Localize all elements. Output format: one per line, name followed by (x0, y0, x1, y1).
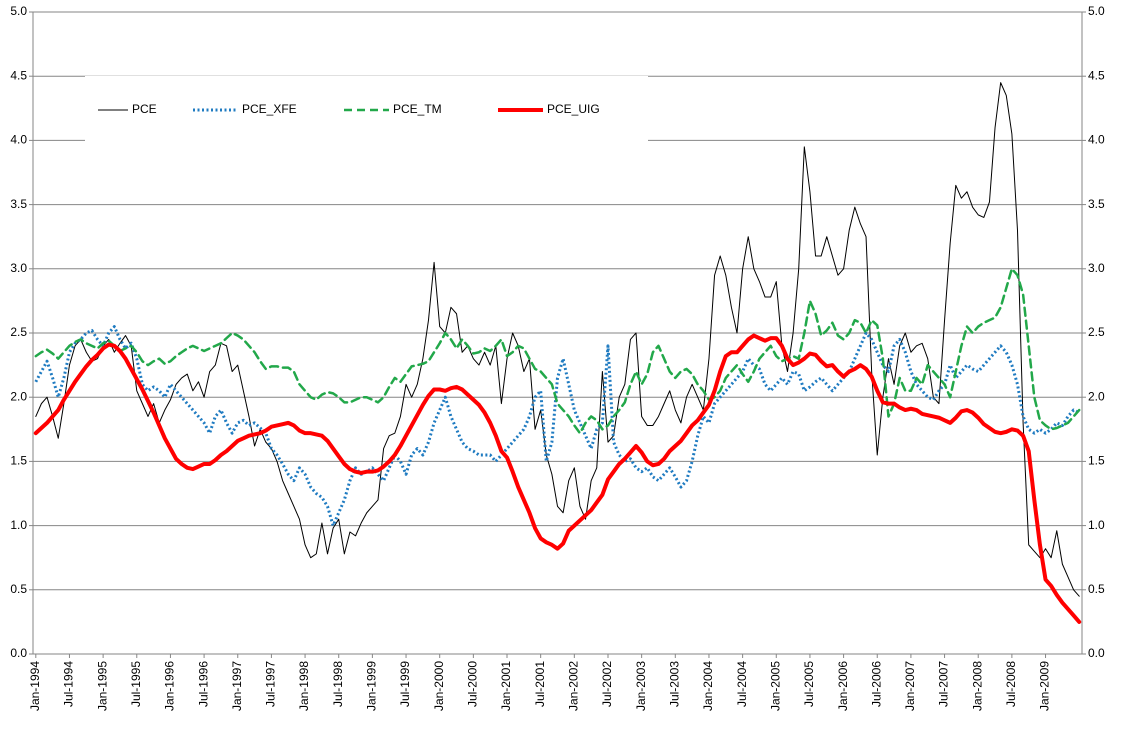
x-tick-label: Jan-2002 (567, 661, 581, 711)
series-line (35, 82, 1080, 597)
x-tick-label: Jan-1995 (95, 661, 109, 711)
series-line (33, 333, 1082, 624)
legend (85, 76, 648, 146)
y2-tick-label: 4.5 (1088, 68, 1105, 82)
y-tick-label: 3.5 (10, 197, 27, 211)
x-tick-label: Jul-2004 (735, 661, 749, 707)
x-tick-label: Jul-1994 (62, 661, 76, 707)
y-tick-label: 0.0 (10, 646, 27, 660)
y-tick-label: 3.0 (10, 261, 27, 275)
x-tick-label: Jan-2003 (634, 661, 648, 711)
y2-tick-label: 1.0 (1088, 518, 1105, 532)
x-tick-label: Jan-2004 (701, 661, 715, 711)
x-tick-label: Jan-1999 (365, 661, 379, 711)
x-tick-label: Jul-1996 (196, 661, 210, 707)
x-tick-label: Jan-2005 (768, 661, 782, 711)
x-tick-label: Jul-2003 (667, 661, 681, 707)
y2-tick-label: 3.5 (1088, 197, 1105, 211)
x-tick-label: Jan-2007 (903, 661, 917, 711)
y-tick-label: 4.0 (10, 133, 27, 147)
x-tick-label: Jul-2007 (937, 661, 951, 707)
y2-tick-label: 0.5 (1088, 582, 1105, 596)
y-tick-label: 5.0 (10, 4, 27, 18)
y2-tick-label: 5.0 (1088, 4, 1105, 18)
x-tick-label: Jul-2008 (1004, 661, 1018, 707)
x-tick-label: Jan-2001 (499, 661, 513, 711)
series-line (34, 267, 1081, 435)
legend-label: PCE_XFE (242, 102, 297, 116)
y-tick-label: 2.0 (10, 389, 27, 403)
y-tick-label: 2.5 (10, 325, 27, 339)
x-tick-label: Jan-1996 (163, 661, 177, 711)
legend-label: PCE_UIG (547, 102, 600, 116)
x-tick-label: Jul-1997 (264, 661, 278, 707)
x-tick-label: Jan-1998 (297, 661, 311, 711)
x-tick-label: Jan-2006 (836, 661, 850, 711)
legend-label: PCE_TM (393, 102, 442, 116)
y2-tick-label: 3.0 (1088, 261, 1105, 275)
x-tick-label: Jul-2005 (802, 661, 816, 707)
x-tick-label: Jan-2009 (1038, 661, 1052, 711)
x-tick-label: Jul-1999 (398, 661, 412, 707)
x-tick-label: Jul-2000 (466, 661, 480, 707)
y2-tick-label: 2.0 (1088, 389, 1105, 403)
y2-tick-label: 4.0 (1088, 133, 1105, 147)
x-tick-label: Jul-2001 (533, 661, 547, 707)
y-tick-label: 1.0 (10, 518, 27, 532)
x-tick-label: Jul-2002 (600, 661, 614, 707)
y-tick-label: 4.5 (10, 68, 27, 82)
y2-tick-label: 0.0 (1088, 646, 1105, 660)
x-tick-label: Jul-1995 (129, 661, 143, 707)
x-tick-label: Jan-2008 (970, 661, 984, 711)
x-tick-label: Jan-1997 (230, 661, 244, 711)
legend-label: PCE (132, 102, 157, 116)
x-tick-label: Jan-2000 (432, 661, 446, 711)
y2-tick-label: 1.5 (1088, 454, 1105, 468)
x-tick-label: Jul-2006 (869, 661, 883, 707)
x-tick-label: Jul-1998 (331, 661, 345, 707)
y-tick-label: 0.5 (10, 582, 27, 596)
y2-tick-label: 2.5 (1088, 325, 1105, 339)
series-line (34, 325, 1080, 528)
y-tick-label: 1.5 (10, 454, 27, 468)
x-tick-label: Jan-1994 (28, 661, 42, 711)
